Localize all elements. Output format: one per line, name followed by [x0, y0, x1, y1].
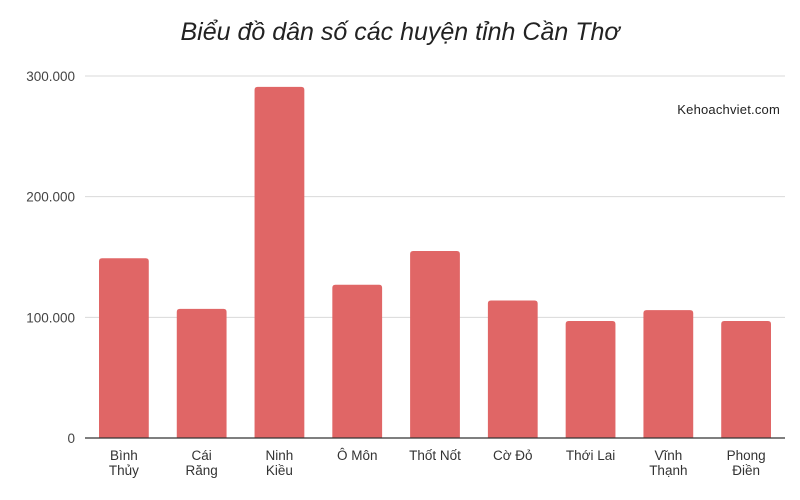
x-category-label: Thốt Nốt [409, 448, 461, 463]
bar [643, 310, 694, 438]
bar [565, 320, 616, 438]
x-category-label: Thới Lai [566, 448, 615, 463]
bars [99, 86, 771, 439]
bar [254, 86, 305, 439]
y-tick-label: 100.000 [26, 310, 75, 325]
y-tick-label: 300.000 [26, 69, 75, 84]
bar [332, 284, 383, 438]
x-category-label: Cái Răng [186, 448, 218, 478]
x-category-label: Ninh Kiều [266, 448, 294, 478]
y-tick-label: 0 [67, 431, 75, 446]
bar [410, 250, 460, 438]
x-category-label: Bình Thủy [109, 448, 139, 478]
y-tick-label: 200.000 [26, 190, 75, 205]
x-category-label: Phong Điền [727, 448, 766, 478]
bar [487, 300, 538, 438]
chart-title: Biểu đồ dân số các huyện tỉnh Cần Thơ [180, 18, 620, 46]
y-tick-labels: 0 100.000 200.000 300.000 [26, 69, 75, 446]
x-category-label: Vĩnh Thạnh [649, 448, 687, 478]
x-category-label: Cờ Đỏ [493, 448, 533, 463]
watermark-text: Kehoachviet.com [677, 102, 780, 117]
bar [721, 320, 771, 438]
bar [99, 258, 149, 438]
x-category-label: Ô Môn [337, 448, 378, 463]
bar [176, 308, 227, 438]
x-category-labels: Bình Thủy Cái Răng Ninh Kiều Ô Môn Thốt Nốt Cờ Đ… [109, 448, 766, 478]
